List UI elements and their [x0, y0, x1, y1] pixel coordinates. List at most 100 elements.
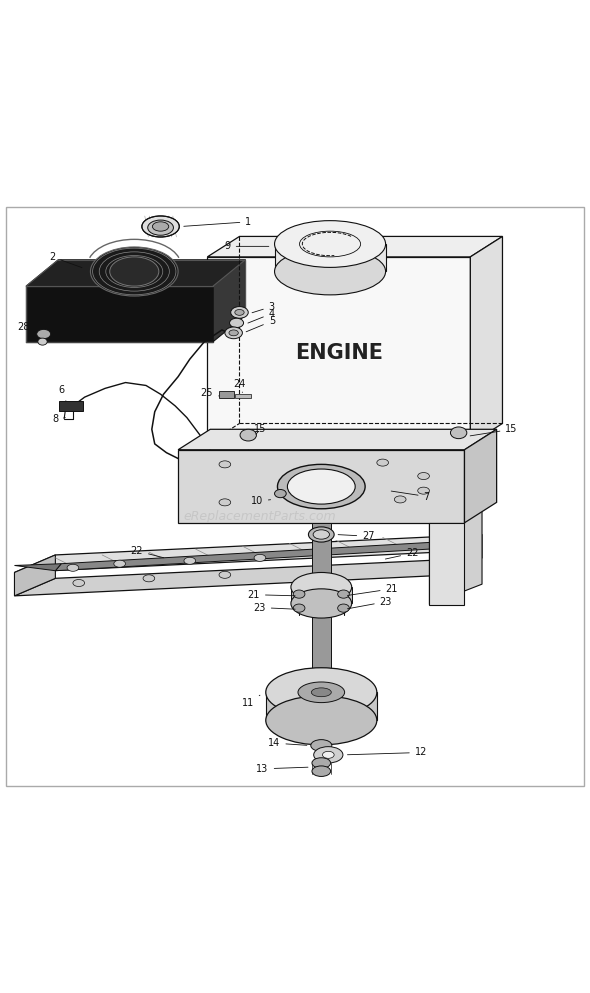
Polygon shape	[207, 236, 503, 257]
Ellipse shape	[37, 330, 51, 339]
Polygon shape	[178, 429, 497, 450]
Polygon shape	[312, 720, 330, 742]
Text: 25: 25	[201, 388, 219, 398]
Polygon shape	[178, 450, 464, 522]
Polygon shape	[441, 534, 482, 575]
Ellipse shape	[418, 473, 430, 480]
Polygon shape	[291, 587, 352, 604]
Ellipse shape	[266, 696, 377, 745]
Ellipse shape	[312, 688, 332, 697]
Ellipse shape	[231, 307, 248, 318]
Polygon shape	[26, 286, 213, 342]
Ellipse shape	[229, 330, 238, 336]
Polygon shape	[15, 534, 482, 573]
Ellipse shape	[274, 490, 286, 497]
Polygon shape	[464, 429, 497, 522]
Text: 6: 6	[58, 385, 66, 400]
Polygon shape	[207, 257, 470, 444]
Ellipse shape	[142, 215, 179, 237]
Polygon shape	[266, 692, 377, 720]
Ellipse shape	[274, 220, 386, 267]
Text: 21: 21	[248, 590, 295, 600]
Ellipse shape	[312, 766, 330, 777]
Ellipse shape	[314, 747, 343, 763]
Ellipse shape	[110, 257, 159, 286]
Ellipse shape	[394, 496, 406, 502]
Polygon shape	[312, 575, 330, 713]
Text: 10: 10	[251, 496, 271, 506]
Ellipse shape	[38, 338, 47, 346]
Ellipse shape	[311, 740, 332, 752]
Text: 27: 27	[338, 531, 375, 541]
Text: 15: 15	[254, 424, 267, 434]
Ellipse shape	[312, 758, 330, 769]
Ellipse shape	[291, 589, 352, 618]
Polygon shape	[219, 391, 234, 398]
Polygon shape	[430, 502, 482, 605]
Ellipse shape	[254, 554, 266, 561]
Ellipse shape	[277, 465, 365, 508]
Ellipse shape	[377, 459, 388, 466]
Ellipse shape	[450, 427, 467, 439]
Text: 4: 4	[248, 309, 275, 323]
Text: 22: 22	[385, 548, 418, 559]
Ellipse shape	[225, 327, 242, 339]
Text: 22: 22	[130, 546, 164, 558]
Ellipse shape	[90, 247, 178, 296]
Ellipse shape	[114, 560, 126, 567]
Ellipse shape	[298, 682, 345, 703]
Ellipse shape	[337, 590, 349, 598]
Ellipse shape	[219, 498, 231, 505]
Text: ENGINE: ENGINE	[295, 344, 383, 363]
Text: 23: 23	[253, 603, 295, 613]
Polygon shape	[60, 401, 83, 410]
Ellipse shape	[274, 248, 386, 295]
Ellipse shape	[287, 469, 355, 504]
Ellipse shape	[73, 580, 84, 587]
Ellipse shape	[184, 557, 196, 564]
Text: 15: 15	[470, 424, 518, 436]
Ellipse shape	[418, 488, 430, 495]
Ellipse shape	[266, 667, 377, 717]
Text: 5: 5	[246, 316, 275, 332]
Ellipse shape	[323, 752, 334, 759]
Text: 9: 9	[225, 241, 269, 251]
Text: 21: 21	[348, 584, 398, 596]
Text: 2: 2	[49, 252, 82, 268]
Polygon shape	[15, 555, 55, 596]
Text: 14: 14	[268, 738, 307, 748]
Text: 23: 23	[348, 597, 392, 609]
Ellipse shape	[143, 575, 155, 582]
Ellipse shape	[235, 310, 244, 316]
Polygon shape	[312, 522, 330, 575]
Text: 3: 3	[252, 302, 275, 313]
Text: 8: 8	[52, 414, 65, 424]
Ellipse shape	[67, 564, 78, 571]
Ellipse shape	[291, 573, 352, 602]
Ellipse shape	[313, 530, 329, 539]
Ellipse shape	[148, 220, 173, 235]
Ellipse shape	[240, 429, 257, 441]
Ellipse shape	[219, 571, 231, 578]
Ellipse shape	[219, 461, 231, 468]
Ellipse shape	[293, 604, 305, 613]
Text: 28: 28	[17, 322, 35, 334]
Polygon shape	[235, 393, 251, 398]
Polygon shape	[55, 542, 435, 571]
Polygon shape	[274, 244, 386, 271]
Polygon shape	[430, 522, 464, 605]
Text: 13: 13	[257, 764, 308, 774]
Ellipse shape	[309, 527, 334, 542]
Polygon shape	[213, 260, 245, 342]
Text: 12: 12	[348, 748, 427, 758]
Text: 1: 1	[184, 216, 251, 226]
Polygon shape	[15, 558, 482, 596]
Text: eReplacementParts.com: eReplacementParts.com	[183, 510, 336, 523]
Ellipse shape	[337, 604, 349, 613]
Text: 11: 11	[242, 695, 260, 708]
Text: 24: 24	[234, 379, 246, 392]
Polygon shape	[470, 236, 503, 444]
Polygon shape	[15, 564, 61, 571]
Text: 7: 7	[391, 492, 430, 501]
Ellipse shape	[230, 318, 244, 328]
